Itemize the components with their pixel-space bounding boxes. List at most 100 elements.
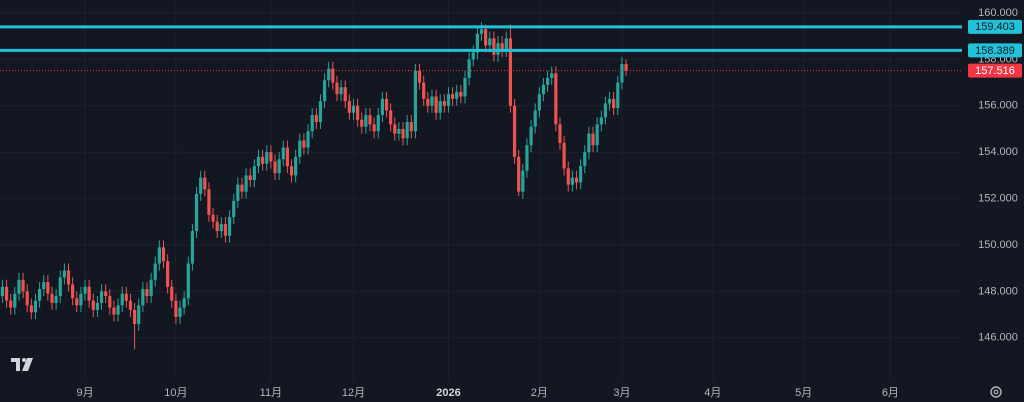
candle-body — [17, 279, 21, 294]
candle-body — [157, 247, 161, 264]
candle-body — [120, 293, 124, 306]
candle-body — [203, 177, 207, 190]
candle-body — [170, 286, 174, 301]
x-tick-label: 9月 — [76, 387, 93, 399]
candle-body — [343, 87, 347, 102]
candle-body — [153, 263, 157, 280]
candle-body — [95, 302, 100, 310]
candle-body — [298, 140, 302, 157]
last-price-label-bg — [968, 63, 1022, 78]
candle-body — [50, 293, 54, 303]
candle-body — [62, 270, 66, 278]
candle-body — [91, 300, 95, 310]
candle-body — [174, 300, 178, 317]
candle-body — [273, 161, 277, 174]
candle-body — [351, 105, 356, 113]
candle-body — [306, 131, 310, 148]
candle-body — [500, 43, 504, 51]
settings-button[interactable] — [990, 386, 1002, 398]
y-tick-label: 160.000 — [978, 7, 1018, 19]
candle-body — [112, 307, 116, 315]
candle-body — [347, 101, 351, 113]
candle-body — [397, 128, 401, 134]
candle-body — [620, 64, 624, 83]
logo-mark — [11, 358, 20, 371]
candle-body — [521, 170, 525, 192]
last-price-label: 157.516 — [975, 65, 1015, 77]
candle-body — [616, 82, 620, 109]
level-label: 158.389 — [975, 45, 1015, 57]
x-tick-label: 2月 — [531, 387, 548, 399]
candle-body — [223, 224, 228, 236]
x-tick-label: 4月 — [704, 387, 721, 399]
candle-body — [322, 80, 327, 102]
candle-body — [426, 98, 430, 106]
settings-icon[interactable] — [993, 389, 999, 395]
x-tick-label: 11月 — [260, 387, 282, 399]
candle-body — [149, 279, 153, 297]
y-tick-label: 158.000 — [978, 53, 1018, 65]
candle-body — [236, 184, 240, 201]
candle-body — [508, 38, 513, 106]
candle-body — [277, 159, 281, 174]
y-tick-label: 150.000 — [978, 239, 1018, 251]
candle-body — [240, 184, 244, 192]
candle-body — [302, 140, 306, 148]
candle-body — [612, 98, 616, 109]
x-tick-label: 3月 — [613, 387, 630, 399]
candle-body — [393, 124, 397, 134]
plot — [0, 22, 962, 350]
candle-body — [46, 282, 50, 294]
settings-icon[interactable] — [990, 386, 1002, 398]
candle-body — [29, 305, 33, 313]
candle-body — [128, 300, 133, 310]
candle-body — [54, 296, 58, 303]
candle-body — [467, 59, 471, 78]
candle-body — [607, 98, 612, 104]
level-label: 159.403 — [975, 21, 1015, 33]
y-tick-label: 152.000 — [978, 192, 1018, 204]
candle-body — [376, 115, 380, 132]
candle-body — [475, 33, 479, 53]
candle-body — [417, 70, 422, 83]
candle-body — [558, 124, 562, 143]
candle-body — [384, 98, 389, 111]
candle-body — [269, 152, 273, 162]
logo — [11, 358, 33, 371]
candle-body — [75, 298, 79, 306]
candle-body — [265, 152, 269, 164]
candle-body — [137, 305, 141, 324]
candle-body — [4, 286, 9, 301]
candle-body — [289, 166, 294, 176]
candle-body — [517, 156, 521, 192]
candle-body — [261, 156, 265, 164]
axes: 146.000 148.000 150.000 152.000 154.000 156.0… — [76, 7, 1022, 399]
grid — [0, 0, 962, 380]
x-tick-label: 10月 — [164, 387, 187, 399]
candle-body — [71, 284, 75, 299]
candle-body — [207, 189, 211, 215]
candle-body — [430, 96, 434, 106]
candle-body — [451, 94, 455, 99]
candle-body — [132, 309, 137, 324]
candle-body — [116, 305, 120, 315]
candle-body — [442, 101, 446, 106]
candle-body — [537, 94, 541, 111]
candle-body — [331, 68, 335, 83]
candle-body — [512, 105, 517, 157]
candle-body — [21, 279, 25, 292]
candle-body — [145, 289, 149, 297]
candle-body — [434, 96, 438, 113]
candle-body — [504, 38, 508, 51]
candle-body — [446, 94, 451, 106]
x-tick-label: 2026 — [436, 387, 460, 399]
candle-body — [401, 128, 405, 139]
x-tick-label: 12月 — [342, 387, 365, 399]
candle-body — [479, 29, 484, 34]
candle-body — [587, 133, 591, 153]
y-tick-label: 154.000 — [978, 146, 1018, 158]
candle-body — [438, 101, 442, 113]
candle-body — [166, 261, 170, 287]
